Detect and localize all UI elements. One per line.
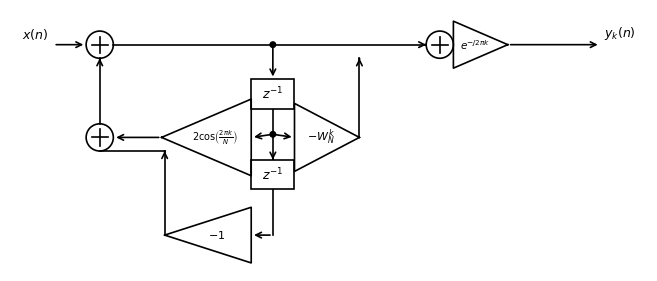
Text: $z^{-1}$: $z^{-1}$ [262, 166, 283, 183]
Polygon shape [453, 21, 508, 68]
Text: $-1$: $-1$ [208, 229, 225, 241]
Text: $2\cos\!\left(\frac{2\pi k}{N}\right)$: $2\cos\!\left(\frac{2\pi k}{N}\right)$ [193, 128, 238, 146]
Circle shape [270, 42, 276, 47]
Text: $-W_N^k$: $-W_N^k$ [307, 128, 334, 147]
Text: $x(n)$: $x(n)$ [22, 27, 49, 42]
Circle shape [270, 132, 276, 137]
FancyBboxPatch shape [251, 79, 294, 109]
FancyBboxPatch shape [251, 160, 294, 189]
Text: $z^{-1}$: $z^{-1}$ [262, 86, 283, 103]
Polygon shape [162, 99, 251, 176]
Text: $e^{-j2\pi k}$: $e^{-j2\pi k}$ [460, 38, 490, 52]
Text: $y_k(n)$: $y_k(n)$ [604, 25, 635, 42]
Polygon shape [294, 103, 359, 171]
Polygon shape [165, 207, 251, 263]
